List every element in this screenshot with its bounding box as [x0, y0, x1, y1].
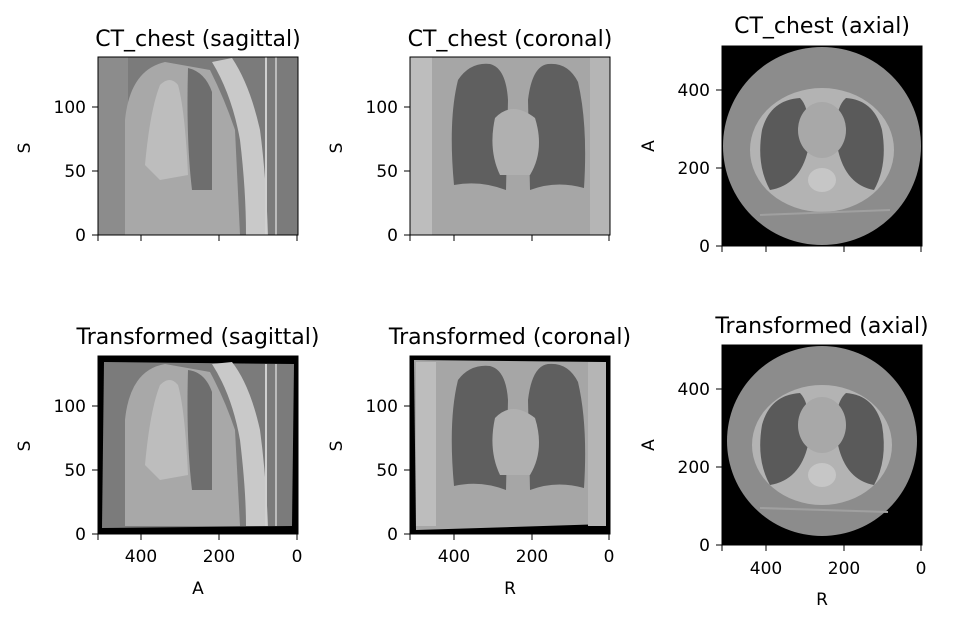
y-axis: 0 200 400 A	[639, 81, 722, 257]
y-axis-label: S	[327, 441, 347, 452]
y-tick-label: 0	[387, 525, 398, 545]
panel-transformed-axial: Transformed (axial) 0 200 400 A 4	[639, 314, 929, 610]
panel-title: CT_chest (coronal)	[408, 27, 613, 52]
y-tick-label: 0	[699, 536, 710, 556]
x-axis-label: A	[192, 579, 204, 599]
y-axis-label: S	[327, 143, 347, 154]
x-tick-label: 0	[292, 547, 303, 567]
y-tick-label: 400	[678, 380, 710, 400]
x-tick-label: 400	[438, 547, 470, 567]
y-tick-label: 0	[75, 226, 86, 246]
y-tick-label: 200	[678, 458, 710, 478]
x-tick-label: 400	[125, 547, 157, 567]
panel-ct-sagittal: CT_chest (sagittal) 0 50 100 S	[15, 27, 301, 246]
y-tick-label: 50	[64, 461, 86, 481]
y-tick-label: 100	[366, 98, 398, 118]
y-tick-label: 50	[376, 162, 398, 182]
y-axis: 0 50 100 S	[15, 397, 98, 545]
axial-image	[721, 344, 923, 546]
coronal-image	[409, 355, 611, 535]
y-tick-label: 400	[678, 81, 710, 101]
panel-title: Transformed (axial)	[714, 314, 928, 339]
x-axis	[409, 235, 610, 241]
panel-title: Transformed (coronal)	[388, 325, 631, 350]
x-axis	[721, 246, 922, 252]
sagittal-image	[97, 355, 299, 535]
x-tick-label: 200	[203, 547, 235, 567]
y-tick-label: 100	[366, 397, 398, 417]
y-tick-label: 200	[678, 159, 710, 179]
y-tick-label: 0	[699, 237, 710, 257]
y-tick-label: 100	[54, 98, 86, 118]
x-axis	[97, 235, 298, 241]
x-tick-label: 0	[916, 559, 927, 579]
panel-title: CT_chest (sagittal)	[95, 27, 301, 52]
x-tick-label: 200	[516, 547, 548, 567]
y-axis-label: A	[639, 439, 659, 451]
sagittal-image	[97, 56, 299, 236]
x-axis: 400 200 0 R	[721, 545, 927, 610]
panel-ct-axial: CT_chest (axial) 0 200 400 A	[639, 14, 923, 257]
x-axis: 400 200 0 A	[97, 534, 303, 599]
x-tick-label: 0	[604, 547, 615, 567]
panel-title: Transformed (sagittal)	[76, 325, 320, 350]
x-tick-label: 400	[750, 559, 782, 579]
y-axis: 0 50 100 S	[327, 98, 410, 246]
x-axis: 400 200 0 R	[409, 534, 615, 599]
y-axis: 0 50 100 S	[15, 98, 98, 246]
axial-image	[721, 45, 923, 247]
x-tick-label: 200	[828, 559, 860, 579]
y-axis: 0 50 100 S	[327, 397, 410, 545]
y-tick-label: 100	[54, 397, 86, 417]
y-axis-label: A	[639, 140, 659, 152]
y-tick-label: 50	[64, 162, 86, 182]
panel-transformed-sagittal: Transformed (sagittal) 0 50 100 S	[15, 325, 319, 599]
y-axis-label: S	[15, 143, 35, 154]
y-tick-label: 50	[376, 461, 398, 481]
panel-title: CT_chest (axial)	[734, 14, 910, 39]
y-tick-label: 0	[75, 525, 86, 545]
x-axis-label: R	[504, 579, 516, 599]
y-axis-label: S	[15, 441, 35, 452]
y-axis: 0 200 400 A	[639, 380, 722, 556]
panel-transformed-coronal: Transformed (coronal) 0 50 100 S 400	[327, 325, 631, 599]
x-axis-label: R	[816, 590, 828, 610]
y-tick-label: 0	[387, 226, 398, 246]
panel-ct-coronal: CT_chest (coronal) 0 50 100 S	[327, 27, 612, 246]
coronal-image	[409, 56, 611, 236]
